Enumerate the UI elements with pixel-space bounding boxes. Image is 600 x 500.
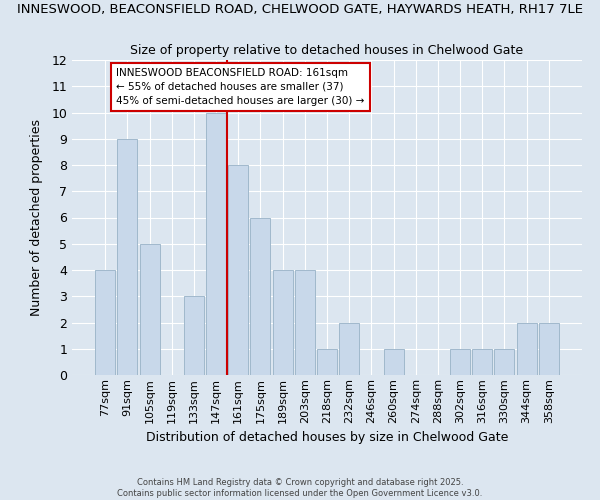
Bar	[250, 218, 271, 375]
Bar	[383, 349, 404, 375]
Bar	[228, 165, 248, 375]
Text: Contains HM Land Registry data © Crown copyright and database right 2025.
Contai: Contains HM Land Registry data © Crown c…	[118, 478, 482, 498]
Bar	[140, 244, 160, 375]
Bar	[184, 296, 204, 375]
Bar	[450, 349, 470, 375]
Bar	[517, 322, 536, 375]
Bar	[539, 322, 559, 375]
Bar	[95, 270, 115, 375]
Bar	[494, 349, 514, 375]
Text: INNESWOOD BEACONSFIELD ROAD: 161sqm
← 55% of detached houses are smaller (37)
45: INNESWOOD BEACONSFIELD ROAD: 161sqm ← 55…	[116, 68, 365, 106]
Title: Size of property relative to detached houses in Chelwood Gate: Size of property relative to detached ho…	[130, 44, 524, 58]
X-axis label: Distribution of detached houses by size in Chelwood Gate: Distribution of detached houses by size …	[146, 431, 508, 444]
Y-axis label: Number of detached properties: Number of detached properties	[30, 119, 43, 316]
Bar	[295, 270, 315, 375]
Bar	[472, 349, 492, 375]
Bar	[339, 322, 359, 375]
Bar	[118, 138, 137, 375]
Text: INNESWOOD, BEACONSFIELD ROAD, CHELWOOD GATE, HAYWARDS HEATH, RH17 7LE: INNESWOOD, BEACONSFIELD ROAD, CHELWOOD G…	[17, 2, 583, 16]
Bar	[317, 349, 337, 375]
Bar	[206, 112, 226, 375]
Bar	[272, 270, 293, 375]
